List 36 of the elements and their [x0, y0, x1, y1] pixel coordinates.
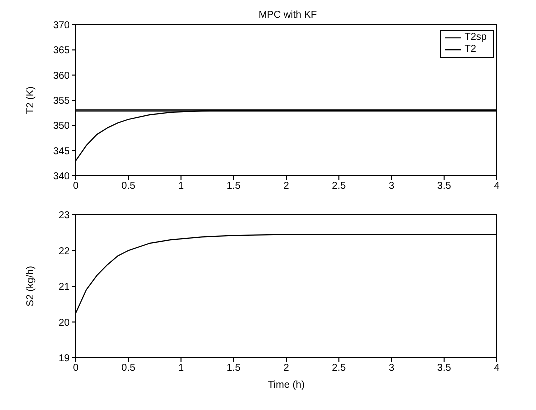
y-tick-label: 360 [53, 70, 70, 82]
x-tick-label: 2 [284, 363, 290, 374]
y-tick-label: 370 [53, 20, 70, 32]
x-axis-title: Time (h) [268, 380, 305, 391]
x-tick-label: 2 [284, 181, 290, 192]
y-tick-label: 345 [53, 146, 70, 158]
x-tick-label: 0.5 [122, 363, 136, 374]
y-axis-title: S2 (kg/h) [26, 266, 37, 307]
x-tick-label: 4 [494, 181, 500, 192]
x-tick-label: 0 [73, 181, 80, 192]
chart-title: MPC with KF [258, 10, 318, 21]
x-tick-label: 1 [178, 181, 184, 192]
legend-label: T2 [464, 44, 476, 56]
x-tick-label: 1 [178, 363, 184, 374]
legend-label: T2sp [464, 32, 487, 44]
y-tick-label: 20 [58, 318, 70, 329]
y-tick-label: 22 [58, 246, 70, 258]
x-tick-label: 3 [388, 181, 395, 192]
y-tick-label: 21 [58, 282, 70, 294]
x-tick-label: 0.5 [122, 181, 136, 192]
x-tick-label: 3.5 [437, 181, 452, 192]
x-tick-label: 0 [73, 363, 80, 374]
x-tick-label: 2.5 [332, 363, 347, 374]
y-axis-title: T2 (K) [26, 86, 37, 114]
y-tick-label: 355 [53, 96, 70, 108]
y-tick-label: 23 [58, 210, 70, 222]
x-tick-label: 2.5 [332, 181, 347, 192]
x-tick-label: 3.5 [437, 363, 452, 374]
x-tick-label: 3 [388, 363, 395, 374]
x-tick-label: 1.5 [226, 363, 242, 374]
y-tick-label: 340 [53, 172, 70, 183]
y-tick-label: 365 [53, 46, 70, 57]
y-tick-label: 350 [53, 121, 70, 132]
x-tick-label: 1.5 [226, 181, 242, 192]
x-tick-label: 4 [494, 363, 500, 374]
y-tick-label: 19 [58, 354, 70, 365]
